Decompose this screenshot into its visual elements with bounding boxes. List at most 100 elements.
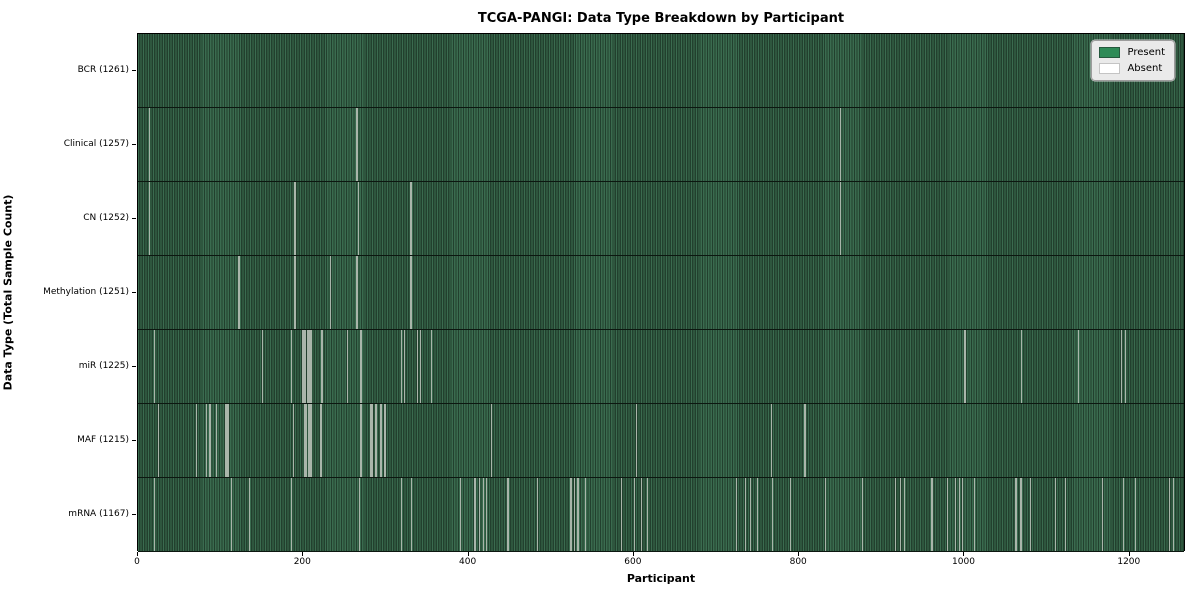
x-tick-mark [137,552,138,556]
row-methylation [138,256,1184,330]
legend-label: Absent [1127,63,1163,74]
absent-gap [1172,478,1174,551]
absent-gap [647,478,649,551]
absent-gap [292,404,294,477]
x-tick-mark [798,552,800,556]
absent-gap [507,478,509,551]
absent-gap [1123,478,1125,551]
absent-gap [573,478,575,551]
legend-item-present: Present [1099,47,1165,58]
absent-gap [409,182,412,255]
absent-gap [576,478,579,551]
absent-gap [209,404,211,477]
absent-gap [839,108,842,181]
absent-gap [294,256,296,329]
absent-gap [744,478,746,551]
absent-gap [862,478,864,551]
absent-gap [410,478,412,551]
absent-gap [153,478,155,551]
absent-gap [319,404,323,477]
absent-gap [360,330,362,403]
y-tick-label-maf: MAF (1215) [77,435,129,445]
absent-gap [640,478,642,551]
absent-gap [735,478,737,551]
y-tick-label-mir: miR (1225) [78,361,129,371]
absent-gap [964,330,966,403]
absent-gap [771,404,773,477]
legend-item-absent: Absent [1099,63,1165,74]
chart-title: TCGA-PANGI: Data Type Breakdown by Parti… [477,11,845,26]
x-tick-mark [963,552,965,556]
row-cn [138,182,1184,256]
absent-gap [329,256,332,329]
row-mrna [138,478,1184,552]
absent-gap [1101,478,1103,551]
absent-gap [347,330,349,403]
absent-gap [1134,478,1136,551]
row-maf [138,404,1184,478]
y-tick-mark [132,292,136,293]
x-tick-label: 0 [134,557,140,567]
absent-gap [400,478,402,551]
x-tick-mark [1128,552,1130,556]
absent-gap [962,478,964,551]
legend-label: Present [1127,47,1165,58]
absent-gap [1054,478,1056,551]
absent-gap [485,478,488,551]
absent-gap [409,256,412,329]
absent-gap [230,478,232,551]
absent-gap [1029,478,1031,551]
row-mir [138,330,1184,404]
absent-gap [1124,330,1127,403]
absent-gap [947,478,949,551]
absent-gap [400,330,402,403]
absent-gap [839,182,842,255]
absent-gap [356,256,358,329]
absent-gap [215,404,217,477]
absent-gap [360,404,362,477]
absent-gap [356,108,358,181]
absent-gap [895,478,897,551]
absent-gap [304,404,307,477]
absent-gap [931,478,933,551]
x-tick-label: 800 [789,557,807,567]
absent-gap [157,404,160,477]
legend-swatch-absent [1099,63,1121,74]
absent-gap [205,404,207,477]
absent-gap [1014,478,1017,551]
absent-gap [261,330,264,403]
x-tick-label: 1000 [952,557,975,567]
absent-gap [320,330,324,403]
y-tick-label-bcr: BCR (1261) [77,65,129,75]
row-clinical [138,108,1184,182]
x-axis-label: Participant [626,572,696,585]
absent-gap [1064,478,1066,551]
absent-gap [824,478,826,551]
absent-gap [153,330,155,403]
y-tick-mark [132,366,136,367]
y-tick-label-methylation: Methylation (1251) [43,287,129,297]
absent-gap [290,478,293,551]
absent-gap [290,330,293,403]
absent-gap [302,330,306,403]
y-tick-mark [132,218,136,219]
absent-gap [749,478,751,551]
x-tick-label: 1200 [1117,557,1141,567]
absent-gap [430,330,432,403]
absent-gap [490,404,493,477]
y-tick-mark [132,440,136,441]
absent-gap [771,478,774,551]
absent-gap [804,404,806,477]
absent-gap [474,478,476,551]
absent-gap [790,478,792,551]
absent-gap [570,478,572,551]
absent-gap [357,182,360,255]
absent-gap [248,478,250,551]
plot-area: Present Absent [137,33,1185,552]
absent-gap [1168,478,1171,551]
absent-gap [900,478,902,551]
absent-gap [757,478,759,551]
absent-gap [954,478,956,551]
absent-gap [308,404,312,477]
